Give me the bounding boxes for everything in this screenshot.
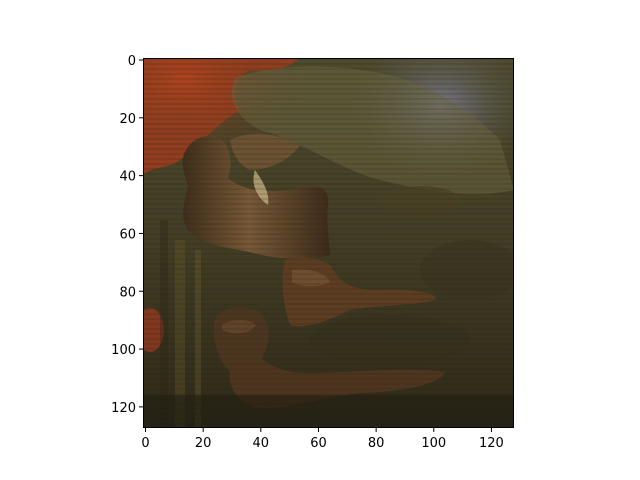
- y-tick-label: 40: [119, 170, 136, 185]
- y-tick-label: 80: [119, 285, 136, 300]
- x-tick-label: 80: [368, 436, 385, 451]
- x-tick-label: 40: [253, 436, 270, 451]
- x-tick-label: 0: [141, 436, 149, 451]
- x-tick-label: 100: [421, 436, 446, 451]
- x-axis: 0 20 40 60 80 100 120: [141, 428, 504, 451]
- axes-frame: [143, 58, 514, 428]
- y-tick-label: 100: [111, 343, 136, 358]
- y-tick-label: 60: [119, 227, 136, 242]
- y-tick-label: 20: [119, 112, 136, 127]
- x-tick-label: 60: [310, 436, 327, 451]
- y-axis: 0 20 40 60 80 100 120: [111, 54, 143, 416]
- x-tick-label: 20: [195, 436, 212, 451]
- image-area: [143, 58, 514, 428]
- y-tick-label: 120: [111, 401, 136, 416]
- y-tick-label: 0: [128, 54, 136, 69]
- x-tick-label: 120: [479, 436, 504, 451]
